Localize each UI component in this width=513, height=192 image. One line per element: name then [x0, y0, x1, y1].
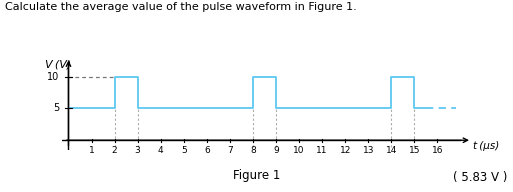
- Text: 6: 6: [204, 146, 210, 155]
- Text: 4: 4: [158, 146, 164, 155]
- Text: 13: 13: [363, 146, 374, 155]
- Text: 14: 14: [386, 146, 397, 155]
- Text: 16: 16: [431, 146, 443, 155]
- Text: 9: 9: [273, 146, 279, 155]
- Text: ( 5.83 V ): ( 5.83 V ): [453, 171, 508, 184]
- Text: 8: 8: [250, 146, 256, 155]
- Text: 12: 12: [340, 146, 351, 155]
- Text: t (μs): t (μs): [473, 141, 499, 151]
- Text: 5: 5: [181, 146, 187, 155]
- Text: V (V): V (V): [46, 60, 72, 70]
- Text: Figure 1: Figure 1: [233, 169, 280, 182]
- Text: 15: 15: [408, 146, 420, 155]
- Text: 7: 7: [227, 146, 233, 155]
- Text: Calculate the average value of the pulse waveform in Figure 1.: Calculate the average value of the pulse…: [5, 2, 357, 12]
- Text: 11: 11: [317, 146, 328, 155]
- Text: 10: 10: [47, 72, 60, 82]
- Text: 5: 5: [53, 103, 60, 113]
- Text: 1: 1: [89, 146, 94, 155]
- Text: 10: 10: [293, 146, 305, 155]
- Text: 3: 3: [135, 146, 141, 155]
- Text: 2: 2: [112, 146, 117, 155]
